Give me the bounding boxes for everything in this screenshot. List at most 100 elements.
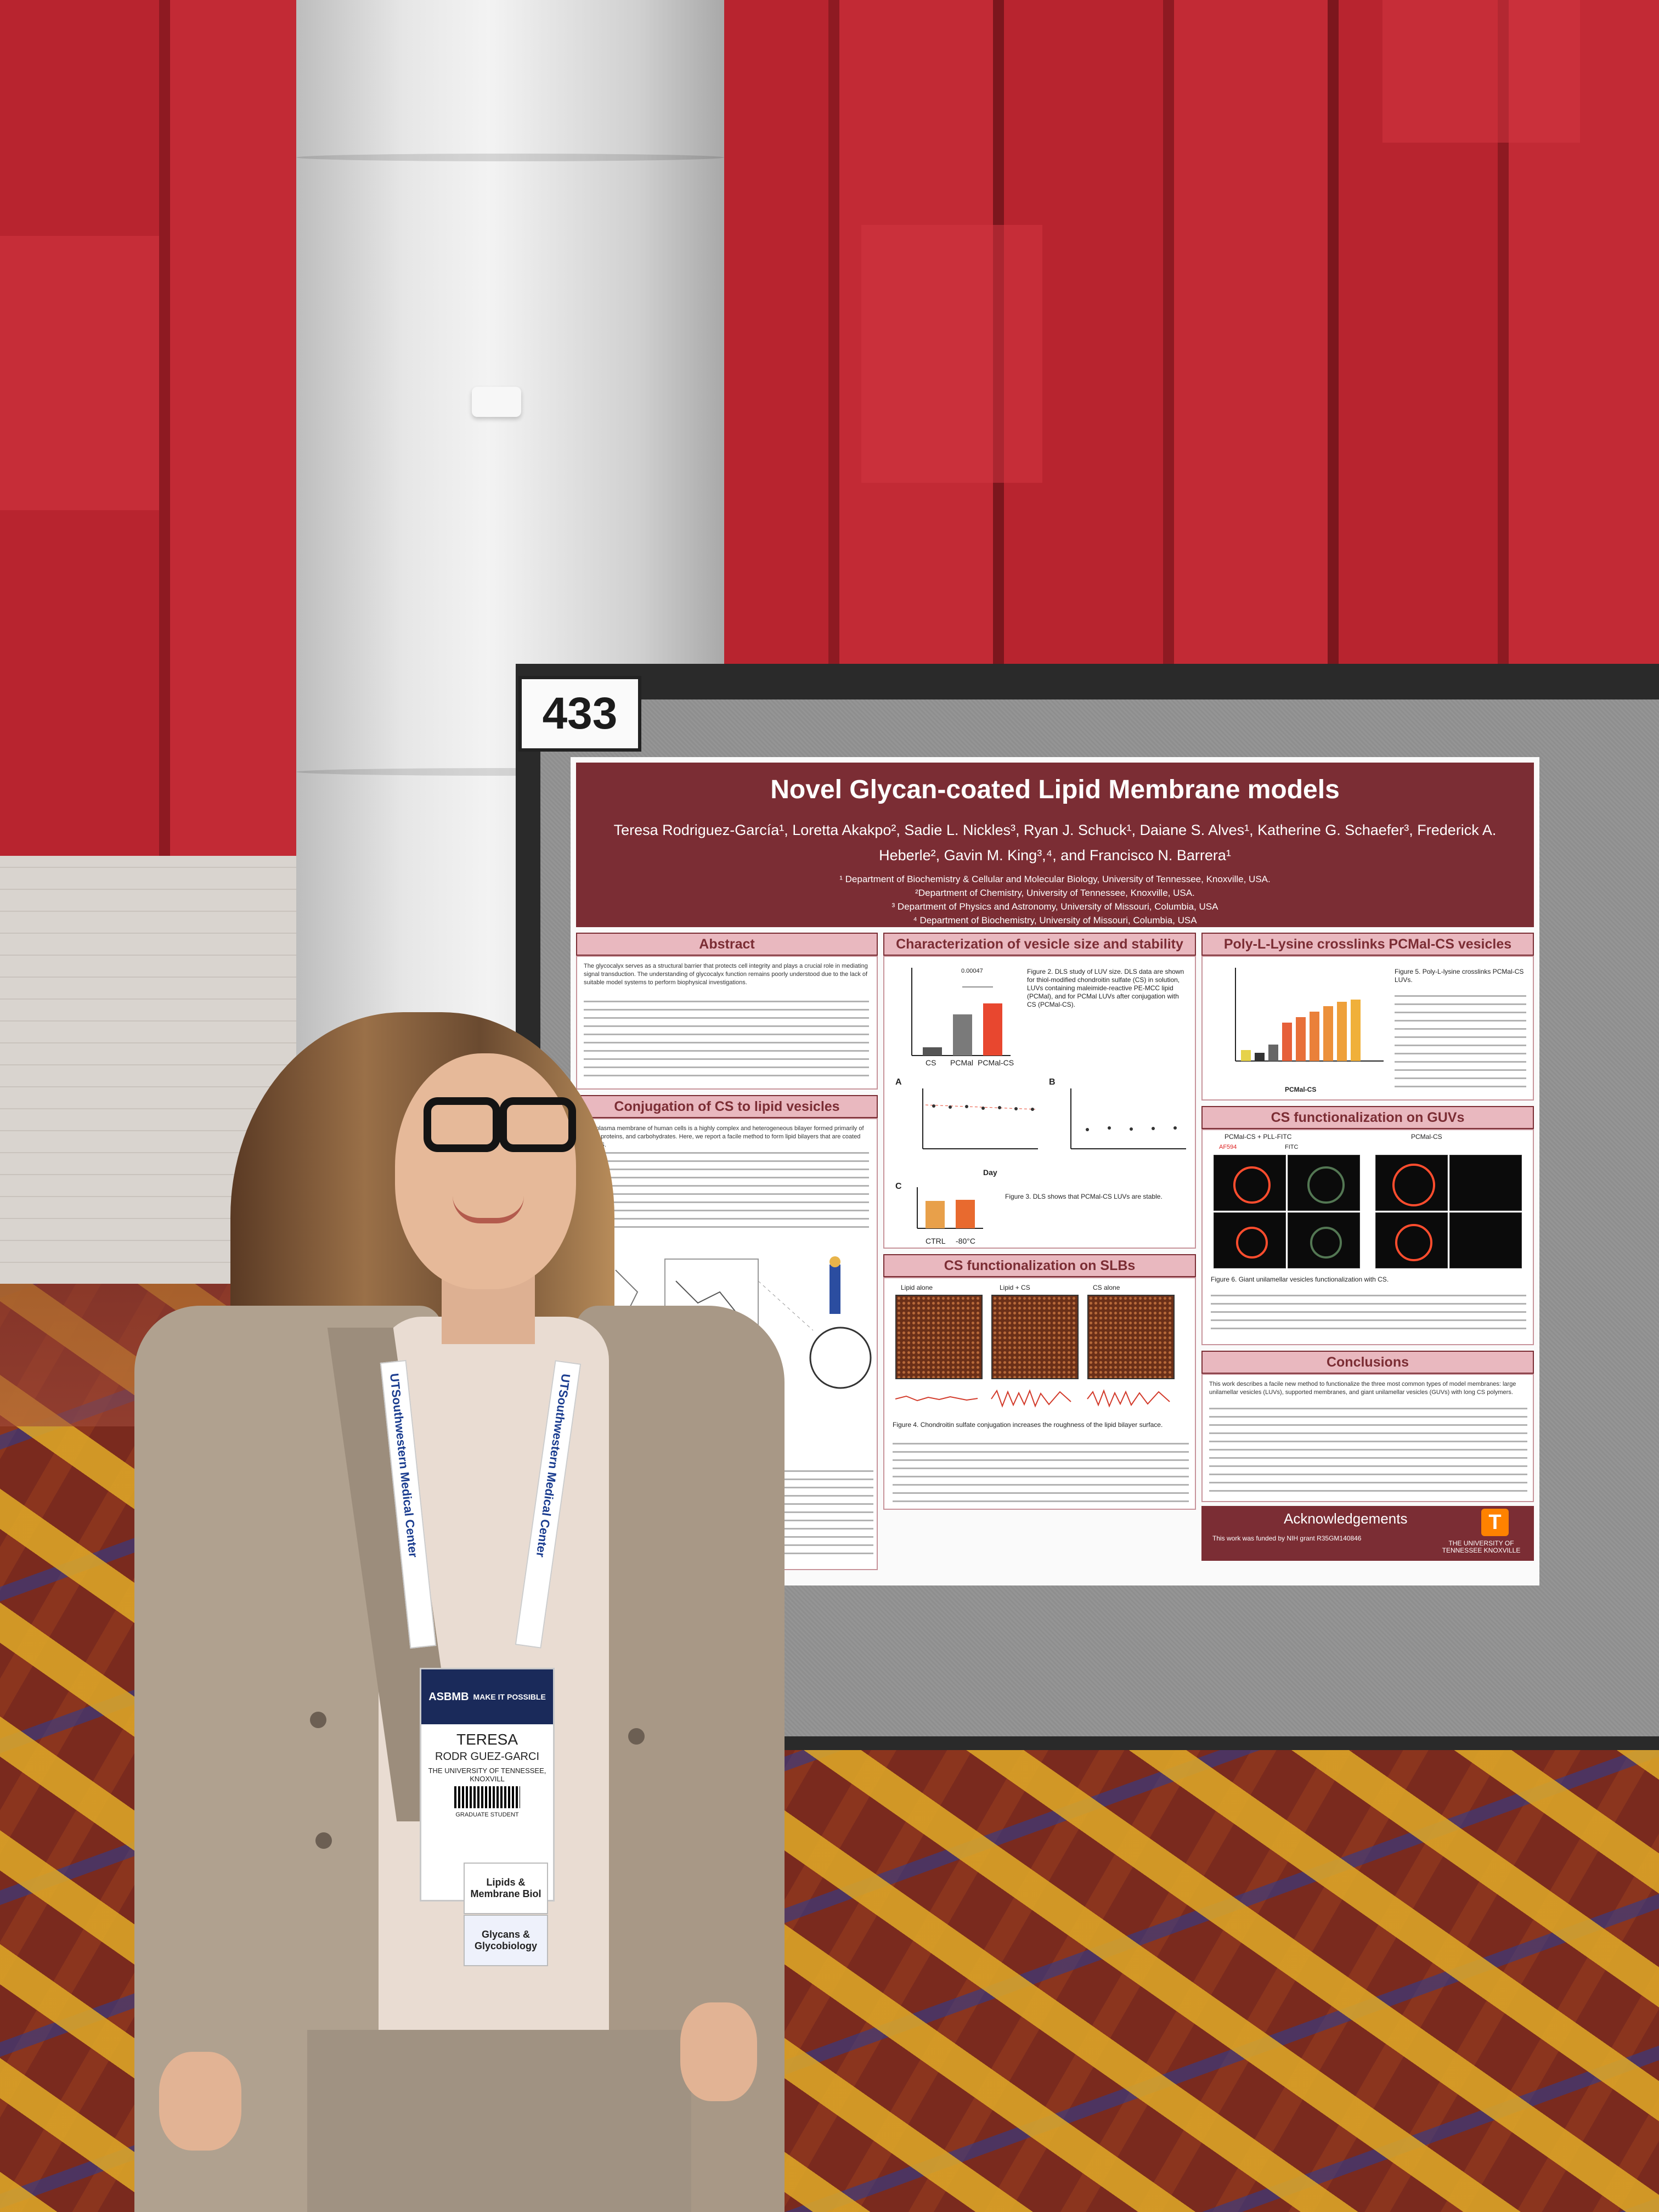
fig5-bar-chart [1235, 968, 1384, 1062]
affiliation: ⁴ Department of Biochemistry, University… [913, 915, 1197, 926]
section-heading-characterization: Characterization of vesicle size and sta… [883, 933, 1196, 956]
affiliation: ²Department of Chemistry, University of … [915, 888, 1195, 898]
fig6-panel-title: PCMal-CS [1411, 1133, 1442, 1141]
section-heading-guv: CS functionalization on GUVs [1201, 1106, 1534, 1129]
badge-ribbon: Lipids & Membrane Biol [464, 1863, 548, 1914]
fig2-x-label: PCMal-CS [978, 1058, 1014, 1067]
person-smile [453, 1196, 524, 1223]
blazer-button [628, 1728, 645, 1745]
guv-image [1449, 1212, 1522, 1268]
university-logo-text: THE UNIVERSITY OF TENNESSEE KNOXVILLE [1442, 1539, 1521, 1554]
guv-body: PCMal-CS + PLL-FITC PCMal-CS AF594 FITC … [1201, 1129, 1534, 1345]
section-heading-conclusions: Conclusions [1201, 1351, 1534, 1374]
acknowledgements-text: This work was funded by NIH grant R35GM1… [1212, 1534, 1362, 1542]
fig3-panel-label: B [1049, 1077, 1056, 1087]
fig3-c-label: -80°C [956, 1237, 975, 1245]
person-hand-right [680, 2002, 757, 2101]
poster-column-right: Poly-L-Lysine crosslinks PCMal-CS vesicl… [1201, 933, 1534, 1561]
text-block [1211, 1295, 1526, 1336]
fig4-panel-label: Lipid + CS [1000, 1284, 1030, 1291]
badge-tagline: MAKE IT POSSIBLE [473, 1692, 546, 1701]
blazer-button [310, 1712, 326, 1728]
poster-affiliations: ¹ Department of Biochemistry & Cellular … [576, 872, 1534, 927]
glasses-lens-right [499, 1097, 576, 1152]
wall-panel [0, 236, 159, 510]
afm-image [895, 1295, 983, 1379]
abstract-text: The glycocalyx serves as a structural ba… [584, 963, 868, 986]
fig4-line-scans [895, 1389, 1170, 1408]
fig4-caption: Figure 4. Chondroitin sulfate conjugatio… [893, 1421, 1163, 1429]
university-logo: T [1481, 1509, 1509, 1536]
badge-logo: ASBMB [428, 1690, 469, 1703]
guv-image [1288, 1155, 1360, 1211]
afm-image [991, 1295, 1079, 1379]
guv-image [1214, 1212, 1286, 1268]
badge-last-name: RODR GUEZ-GARCI [435, 1751, 539, 1763]
conclusions-body: This work describes a facile new method … [1201, 1374, 1534, 1502]
fig2-bar [953, 1014, 972, 1056]
abstract-body: The glycocalyx serves as a structural ba… [576, 956, 878, 1090]
fig2-pvalue: 0.00047 [961, 968, 983, 974]
fig2-bar-chart [911, 968, 1011, 1056]
fig3-x-axis-title: Day [983, 1168, 997, 1177]
section-heading-acknowledgements: Acknowledgements [1284, 1510, 1408, 1527]
fig6-panel-title: PCMal-CS + PLL-FITC [1224, 1133, 1292, 1141]
fig3-c-label: CTRL [926, 1237, 946, 1245]
fig6-channel-label: AF594 [1219, 1144, 1237, 1150]
badge-role: GRADUATE STUDENT [455, 1812, 519, 1818]
guv-image [1214, 1155, 1286, 1211]
fig2-x-label: CS [926, 1058, 936, 1067]
section-heading-pll: Poly-L-Lysine crosslinks PCMal-CS vesicl… [1201, 933, 1534, 956]
fig3-panel-b-chart [1070, 1088, 1186, 1149]
fig3-caption: Figure 3. DLS shows that PCMal-CS LUVs a… [1005, 1193, 1163, 1200]
affiliation: ¹ Department of Biochemistry & Cellular … [839, 874, 1271, 884]
poster-column-middle: Characterization of vesicle size and sta… [883, 933, 1196, 1515]
blazer-button [315, 1832, 332, 1849]
fig5-caption: Figure 5. Poly-L-lysine crosslinks PCMal… [1395, 968, 1524, 984]
text-block [893, 1443, 1189, 1503]
badge-ribbon: Glycans & Glycobiology [464, 1915, 548, 1966]
fig5-x-axis-title: PCMal-CS [1285, 1086, 1317, 1093]
afm-image [1087, 1295, 1175, 1379]
fig2-bar [923, 1047, 942, 1056]
conclusions-text: This work describes a facile new method … [1209, 1381, 1516, 1396]
poster-header: Novel Glycan-coated Lipid Membrane model… [576, 763, 1534, 927]
person-hand-left [159, 2052, 241, 2151]
guv-image [1449, 1155, 1522, 1211]
fig2-x-label: PCMal [950, 1058, 974, 1067]
pillar-seam [296, 154, 724, 161]
fig3-panel-a-chart [922, 1088, 1038, 1149]
fig6-caption: Figure 6. Giant unilamellar vesicles fun… [1211, 1276, 1389, 1283]
characterization-body: 0.00047 CS PCMal PCMal-CS Figure 2. DLS … [883, 956, 1196, 1249]
fig3-panel-c-chart [917, 1187, 983, 1229]
guv-image [1288, 1212, 1360, 1268]
section-heading-conjugation: Conjugation of CS to lipid vesicles [576, 1095, 878, 1118]
person-pants [307, 2030, 691, 2212]
poster-title: Novel Glycan-coated Lipid Membrane model… [770, 775, 1340, 804]
text-block [1395, 995, 1526, 1088]
text-block [584, 1152, 869, 1229]
acknowledgements-box: Acknowledgements This work was funded by… [1201, 1506, 1534, 1561]
wall-panel [861, 225, 1042, 483]
text-block [1209, 1408, 1527, 1496]
badge-first-name: TERESA [456, 1731, 518, 1748]
text-block [584, 1001, 869, 1083]
fig6-channel-label: FITC [1285, 1144, 1299, 1150]
glasses-lens-left [424, 1097, 500, 1152]
fig3-panel-label: C [895, 1182, 902, 1191]
wall-panel [1383, 0, 1580, 143]
fig4-panel-label: CS alone [1093, 1284, 1120, 1291]
ceiling-sensor [472, 387, 521, 417]
pll-body: PCMal-CS Figure 5. Poly-L-lysine crossli… [1201, 956, 1534, 1101]
fig3-panel-label: A [895, 1077, 902, 1087]
board-number-sign: 433 [518, 676, 641, 752]
badge-organization: THE UNIVERSITY OF TENNESSEE, KNOXVILL [428, 1767, 546, 1783]
poster-authors: Teresa Rodriguez-García¹, Loretta Akakpo… [613, 822, 1497, 864]
guv-image [1375, 1212, 1448, 1268]
person-face [395, 1053, 576, 1289]
fig4-panel-label: Lipid alone [901, 1284, 933, 1291]
badge-barcode [454, 1786, 520, 1808]
slb-body: Lipid alone Lipid + CS CS alone Figure 4… [883, 1277, 1196, 1510]
affiliation: ³ Department of Physics and Astronomy, U… [891, 901, 1218, 912]
conjugation-text: The plasma membrane of human cells is a … [584, 1125, 864, 1148]
